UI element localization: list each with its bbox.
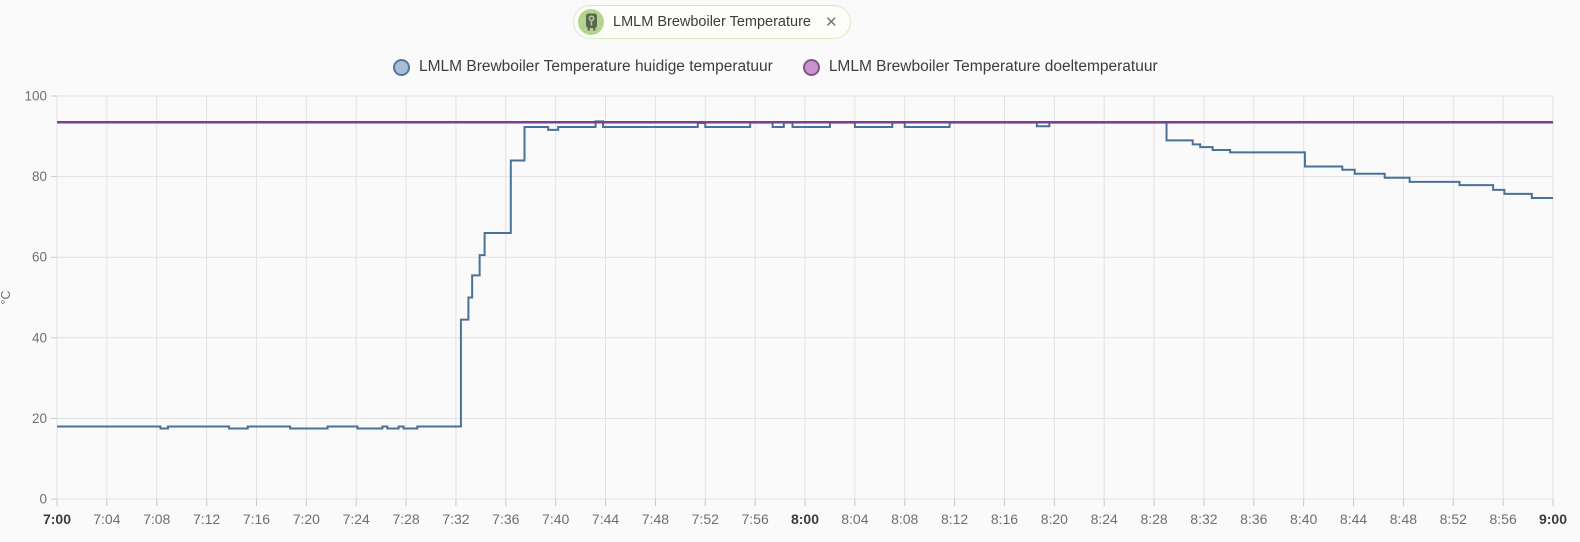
svg-text:8:44: 8:44 xyxy=(1340,511,1367,527)
svg-text:8:04: 8:04 xyxy=(841,511,868,527)
entity-filter-chip[interactable]: LMLM Brewboiler Temperature ✕ xyxy=(573,5,851,39)
svg-text:8:16: 8:16 xyxy=(991,511,1018,527)
svg-text:8:24: 8:24 xyxy=(1091,511,1118,527)
svg-text:20: 20 xyxy=(32,411,47,426)
svg-text:8:48: 8:48 xyxy=(1390,511,1417,527)
close-icon[interactable]: ✕ xyxy=(824,13,838,31)
svg-text:80: 80 xyxy=(32,169,47,184)
axis-ticks xyxy=(51,95,1554,506)
svg-text:100: 100 xyxy=(24,89,47,104)
y-axis-labels: 0 20 40 60 80 100 xyxy=(24,89,47,507)
svg-text:7:00: 7:00 xyxy=(43,511,71,527)
legend-marker-current-icon xyxy=(393,58,410,76)
svg-text:7:44: 7:44 xyxy=(592,511,619,527)
svg-text:8:28: 8:28 xyxy=(1140,511,1167,527)
svg-text:7:24: 7:24 xyxy=(343,511,370,527)
legend-label-current: LMLM Brewboiler Temperature huidige temp… xyxy=(419,58,773,75)
svg-text:8:52: 8:52 xyxy=(1440,511,1467,527)
x-axis-labels: 7:00 7:04 7:08 7:12 7:16 7:20 7:24 7:28 7:32 7:36… xyxy=(43,511,1567,527)
grid-lines xyxy=(56,95,1554,500)
water-boiler-icon xyxy=(578,9,604,35)
legend-label-target: LMLM Brewboiler Temperature doeltemperat… xyxy=(828,58,1158,75)
svg-text:7:04: 7:04 xyxy=(93,511,120,527)
svg-text:7:56: 7:56 xyxy=(742,511,769,527)
svg-text:0: 0 xyxy=(39,492,47,507)
svg-text:7:40: 7:40 xyxy=(542,511,569,527)
svg-text:40: 40 xyxy=(32,330,47,345)
svg-text:7:36: 7:36 xyxy=(492,511,519,527)
svg-text:8:12: 8:12 xyxy=(941,511,968,527)
svg-text:8:36: 8:36 xyxy=(1240,511,1267,527)
chip-row: LMLM Brewboiler Temperature ✕ xyxy=(0,5,1580,39)
svg-text:7:20: 7:20 xyxy=(293,511,320,527)
svg-text:60: 60 xyxy=(32,250,47,265)
y-axis-unit-label: °C xyxy=(0,290,13,304)
svg-text:8:56: 8:56 xyxy=(1490,511,1517,527)
svg-text:7:28: 7:28 xyxy=(392,511,419,527)
svg-text:8:32: 8:32 xyxy=(1190,511,1217,527)
svg-text:7:48: 7:48 xyxy=(642,511,669,527)
svg-text:7:32: 7:32 xyxy=(442,511,469,527)
svg-text:8:40: 8:40 xyxy=(1290,511,1317,527)
svg-text:7:08: 7:08 xyxy=(143,511,170,527)
svg-text:8:08: 8:08 xyxy=(891,511,918,527)
svg-text:8:00: 8:00 xyxy=(791,511,819,527)
chip-label: LMLM Brewboiler Temperature xyxy=(613,14,811,30)
svg-text:7:12: 7:12 xyxy=(193,511,220,527)
series-current-temperature-line xyxy=(57,120,1553,430)
legend-marker-target-icon xyxy=(802,58,820,76)
chart-legend: LMLM Brewboiler Temperature huidige temp… xyxy=(393,58,1158,76)
svg-text:7:52: 7:52 xyxy=(692,511,719,527)
legend-item-target-temperature[interactable]: LMLM Brewboiler Temperature doeltemperat… xyxy=(802,58,1158,76)
svg-text:9:00: 9:00 xyxy=(1539,511,1567,527)
svg-text:7:16: 7:16 xyxy=(243,511,270,527)
legend-item-current-temperature[interactable]: LMLM Brewboiler Temperature huidige temp… xyxy=(393,58,773,76)
svg-text:8:20: 8:20 xyxy=(1041,511,1068,527)
